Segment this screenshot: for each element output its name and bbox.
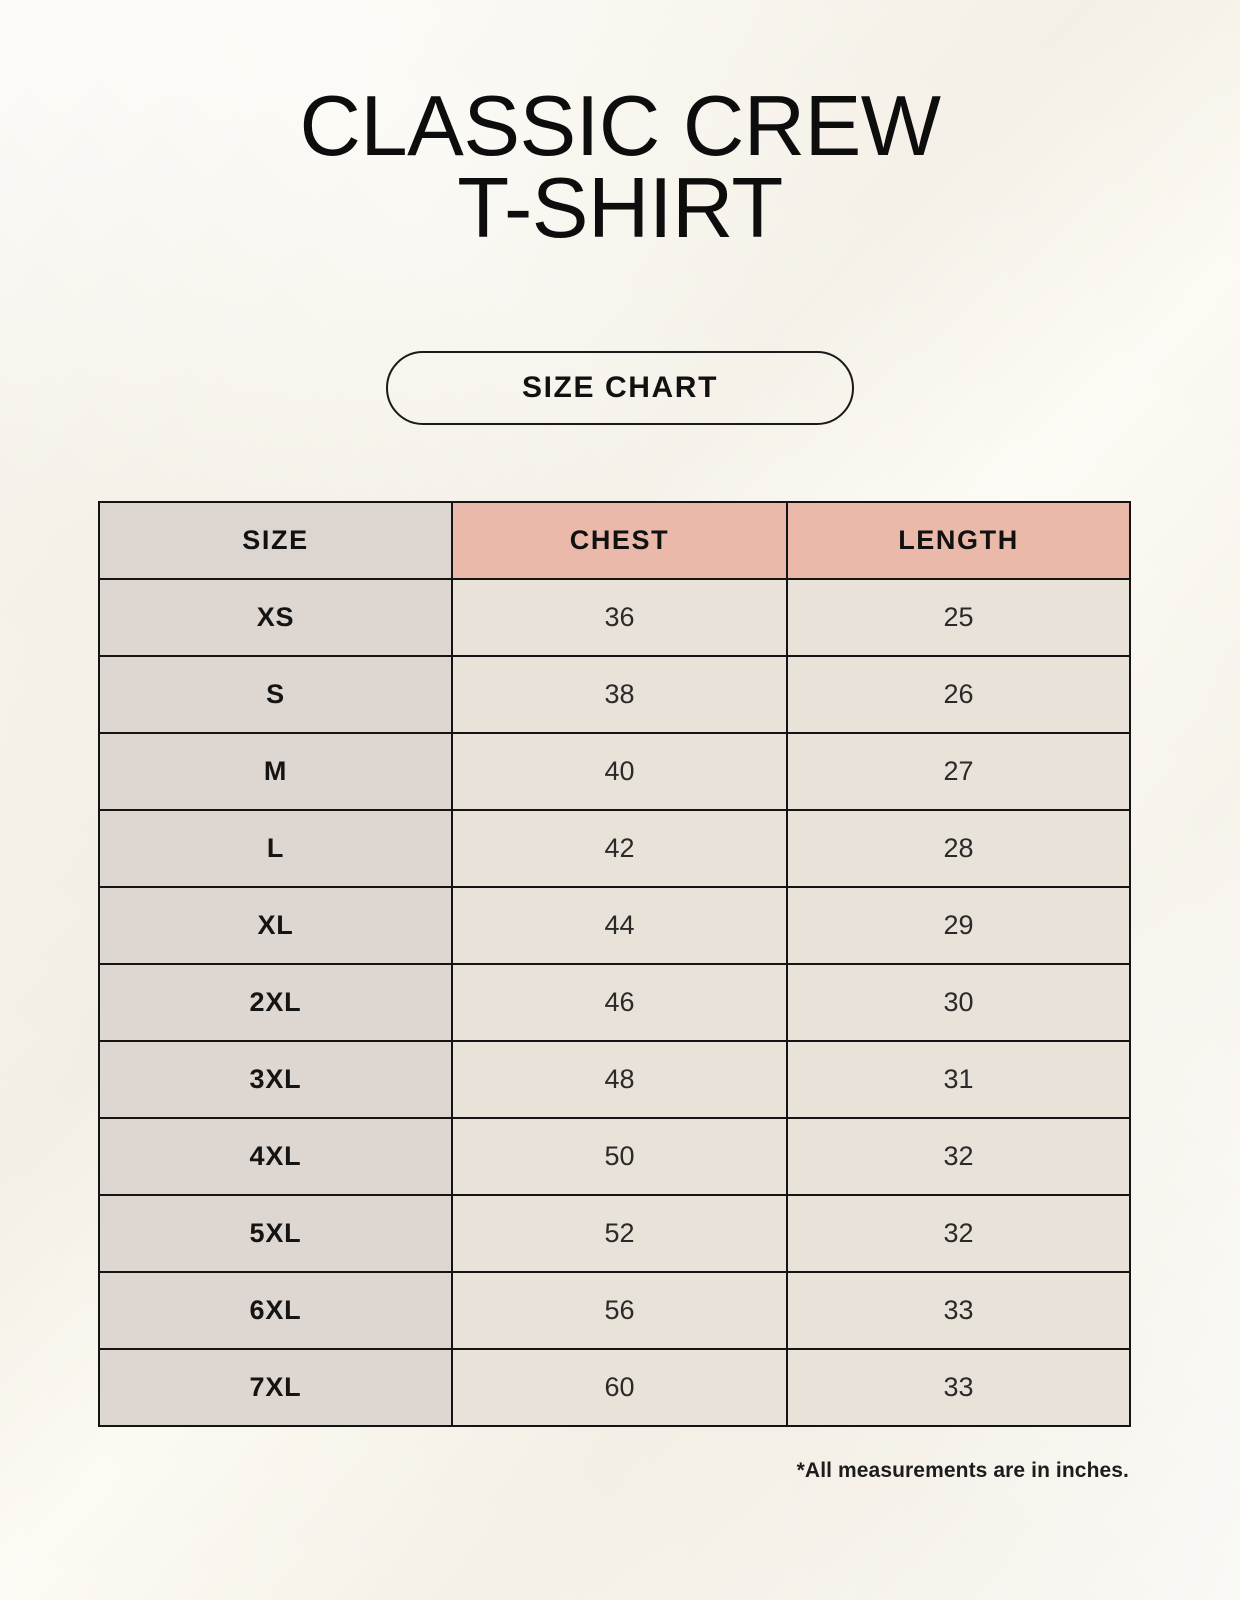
cell-size: 5XL bbox=[98, 1194, 453, 1273]
cell-chest: 44 bbox=[451, 886, 788, 965]
table-row: 7XL 60 33 bbox=[98, 1348, 1131, 1427]
badge-container: SIZE CHART bbox=[0, 351, 1240, 425]
cell-chest: 40 bbox=[451, 732, 788, 811]
cell-chest: 60 bbox=[451, 1348, 788, 1427]
table-row: 2XL 46 30 bbox=[98, 963, 1131, 1042]
cell-chest: 56 bbox=[451, 1271, 788, 1350]
column-header-length: LENGTH bbox=[786, 501, 1131, 580]
cell-length: 27 bbox=[786, 732, 1131, 811]
cell-chest: 52 bbox=[451, 1194, 788, 1273]
table-row: S 38 26 bbox=[98, 655, 1131, 734]
cell-length: 28 bbox=[786, 809, 1131, 888]
cell-size: 7XL bbox=[98, 1348, 453, 1427]
cell-chest: 48 bbox=[451, 1040, 788, 1119]
measurements-footnote: *All measurements are in inches. bbox=[796, 1459, 1129, 1482]
size-table-container: SIZE CHEST LENGTH XS 36 25 S 38 26 M bbox=[98, 501, 1131, 1427]
table-header: SIZE CHEST LENGTH bbox=[98, 501, 1131, 580]
table-header-row: SIZE CHEST LENGTH bbox=[98, 501, 1131, 580]
cell-chest: 36 bbox=[451, 578, 788, 657]
cell-length: 30 bbox=[786, 963, 1131, 1042]
cell-length: 25 bbox=[786, 578, 1131, 657]
cell-length: 33 bbox=[786, 1348, 1131, 1427]
cell-size: S bbox=[98, 655, 453, 734]
table-row: 3XL 48 31 bbox=[98, 1040, 1131, 1119]
cell-size: 2XL bbox=[98, 963, 453, 1042]
cell-size: XS bbox=[98, 578, 453, 657]
cell-size: 3XL bbox=[98, 1040, 453, 1119]
cell-length: 29 bbox=[786, 886, 1131, 965]
table-row: 5XL 52 32 bbox=[98, 1194, 1131, 1273]
size-table: SIZE CHEST LENGTH XS 36 25 S 38 26 M bbox=[98, 501, 1131, 1427]
cell-length: 32 bbox=[786, 1117, 1131, 1196]
cell-length: 31 bbox=[786, 1040, 1131, 1119]
cell-chest: 50 bbox=[451, 1117, 788, 1196]
cell-size: M bbox=[98, 732, 453, 811]
table-row: M 40 27 bbox=[98, 732, 1131, 811]
page-title: CLASSIC CREW T-SHIRT bbox=[299, 79, 941, 257]
table-row: XL 44 29 bbox=[98, 886, 1131, 965]
cell-length: 33 bbox=[786, 1271, 1131, 1350]
column-header-chest: CHEST bbox=[451, 501, 788, 580]
table-row: 6XL 56 33 bbox=[98, 1271, 1131, 1350]
cell-size: 6XL bbox=[98, 1271, 453, 1350]
cell-chest: 38 bbox=[451, 655, 788, 734]
cell-chest: 42 bbox=[451, 809, 788, 888]
table-row: XS 36 25 bbox=[98, 578, 1131, 657]
cell-length: 26 bbox=[786, 655, 1131, 734]
table-row: 4XL 50 32 bbox=[98, 1117, 1131, 1196]
column-header-size: SIZE bbox=[98, 501, 453, 580]
cell-size: 4XL bbox=[98, 1117, 453, 1196]
title-block: CLASSIC CREW T-SHIRT bbox=[0, 79, 1240, 257]
size-chart-badge[interactable]: SIZE CHART bbox=[386, 351, 854, 425]
cell-size: XL bbox=[98, 886, 453, 965]
cell-chest: 46 bbox=[451, 963, 788, 1042]
table-row: L 42 28 bbox=[98, 809, 1131, 888]
cell-size: L bbox=[98, 809, 453, 888]
table-body: XS 36 25 S 38 26 M 40 27 L 42 28 bbox=[98, 578, 1131, 1427]
cell-length: 32 bbox=[786, 1194, 1131, 1273]
